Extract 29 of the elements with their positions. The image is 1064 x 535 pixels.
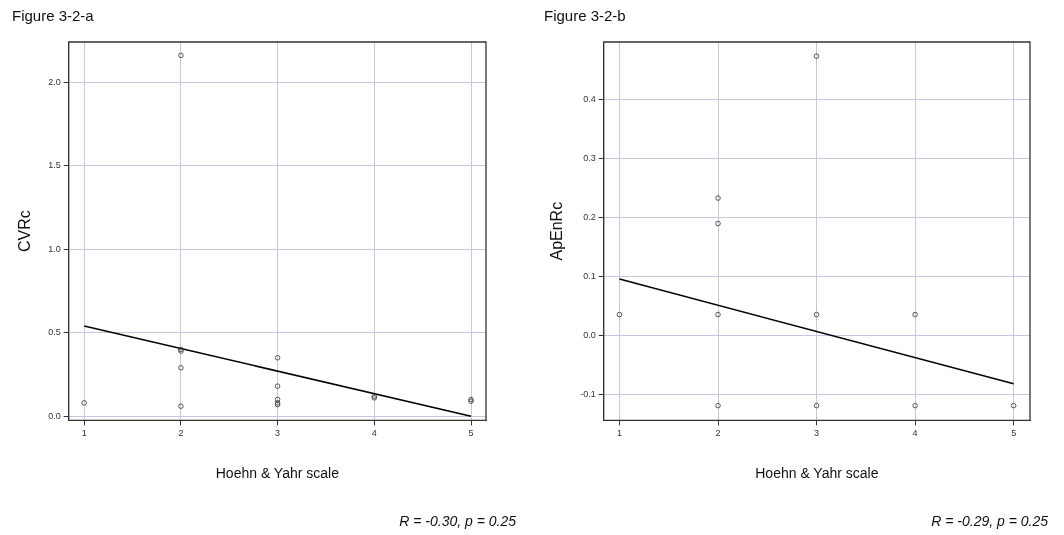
y-tick-label: 1.5: [48, 160, 61, 171]
y-tick-label: 0.3: [583, 152, 596, 163]
y-tick-label: 0.1: [583, 271, 596, 282]
x-axis-title: Hoehn & Yahr scale: [755, 465, 879, 482]
x-tick-label: 2: [715, 428, 721, 439]
x-tick-label: 1: [616, 428, 622, 439]
x-tick-label: 5: [468, 428, 474, 439]
y-axis-title: CVRc: [16, 210, 34, 253]
y-tick-label: 0.5: [48, 327, 61, 338]
x-tick-label: 1: [81, 428, 87, 439]
y-tick-label: 1.0: [48, 243, 61, 254]
x-tick-label: 4: [912, 428, 918, 439]
text: R = -0.29, p = 0.25: [931, 512, 1049, 529]
chart-title: Figure 3-2-a: [12, 7, 95, 25]
y-tick-label: 0.0: [583, 330, 596, 341]
x-tick-label: 5: [1011, 428, 1017, 439]
y-axis-title: ApEnRc: [548, 201, 566, 261]
x-tick-label: 4: [371, 428, 377, 439]
x-tick-label: 3: [275, 428, 281, 439]
y-tick-label: 0.2: [583, 212, 596, 223]
x-axis-title: Hoehn & Yahr scale: [215, 465, 340, 482]
y-tick-label: 2.0: [48, 76, 61, 87]
x-tick-label: 3: [814, 428, 820, 439]
chart-title: Figure 3-2-b: [544, 7, 626, 25]
y-tick-label: 0.0: [48, 410, 61, 421]
x-tick-label: 2: [178, 428, 184, 439]
text: R = -0.30, p = 0.25: [399, 512, 517, 529]
y-tick-label: -0.1: [580, 389, 596, 400]
y-tick-label: 0.4: [583, 93, 596, 104]
